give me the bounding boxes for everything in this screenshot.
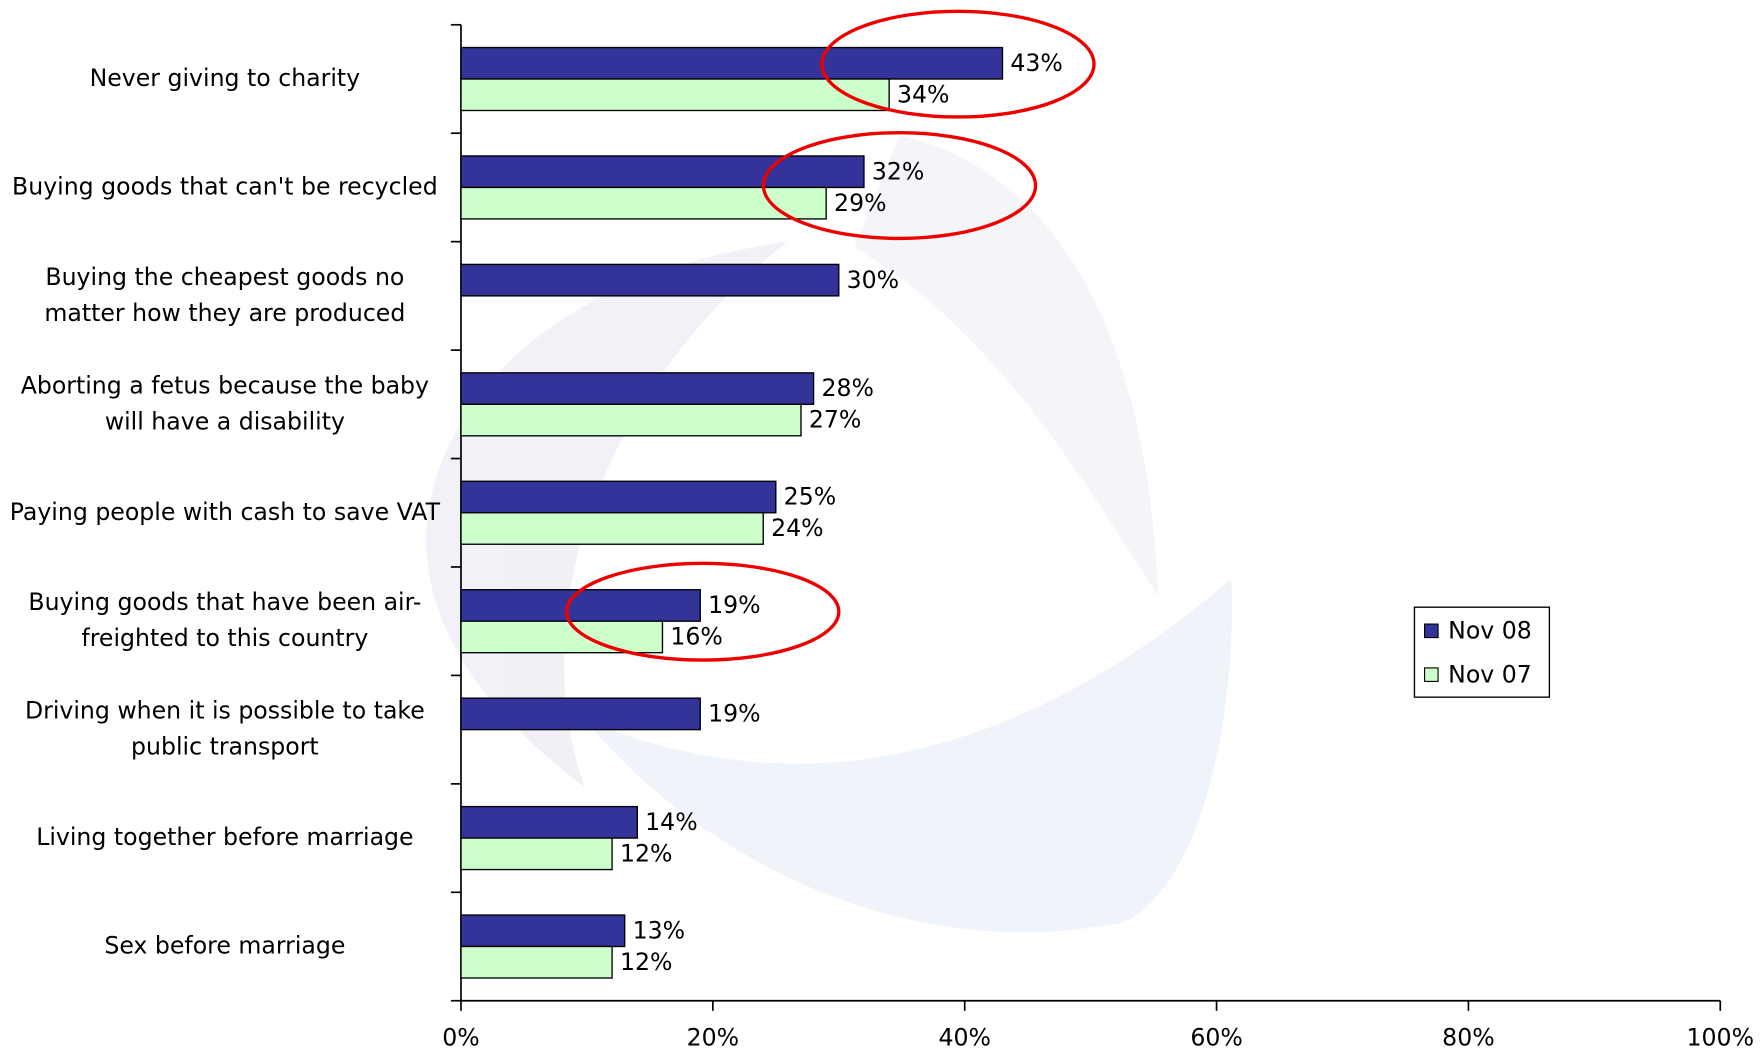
y-tick-label: Buying goods that have been air-freighte… [28,588,421,652]
x-tick-label: 0% [442,1023,479,1051]
x-tick-label: 80% [1442,1023,1494,1051]
data-label: 16% [670,623,722,651]
data-label: 19% [708,591,760,619]
data-label: 30% [847,266,899,294]
x-tick-label: 100% [1687,1023,1755,1051]
bar [461,838,612,869]
bar [461,698,700,729]
data-label: 27% [809,406,861,434]
y-tick-label: Paying people with cash to save VAT [10,497,441,525]
x-tick-label: 20% [687,1023,739,1051]
bar [461,264,839,295]
bar [461,590,700,621]
bar [461,621,662,652]
x-tick-label: 40% [938,1023,990,1051]
data-label: 24% [771,514,823,542]
x-tick-label: 60% [1190,1023,1242,1051]
data-label: 29% [834,189,886,217]
legend-label: Nov 07 [1448,660,1532,688]
legend-swatch [1425,668,1438,681]
legend-swatch [1425,624,1438,637]
data-label: 13% [633,916,685,944]
bar [461,481,776,512]
bar [461,373,814,404]
bar [461,513,763,544]
bar [461,947,612,978]
bar [461,404,801,435]
watermark-shape [855,135,1159,596]
data-label: 28% [821,374,873,402]
legend-label: Nov 08 [1448,616,1532,644]
data-label: 12% [620,839,672,867]
data-label: 34% [897,80,949,108]
chart: 0% 20% 40% 60% 80% 100% Never giving to charit… [0,0,1763,1057]
data-label: 43% [1010,49,1062,77]
bar [461,915,625,946]
y-tick-label: Sex before marriage [104,931,345,959]
y-tick-label: Never giving to charity [90,64,361,92]
data-label: 32% [872,157,924,185]
data-label: 12% [620,948,672,976]
bar [461,156,864,187]
data-label: 14% [645,808,697,836]
data-label: 19% [708,700,760,728]
bar [461,807,637,838]
bar [461,79,889,110]
data-label: 25% [784,483,836,511]
y-tick-label: Buying goods that can't be recycled [12,172,438,200]
y-tick-label: Living together before marriage [36,823,413,851]
bar [461,48,1002,79]
